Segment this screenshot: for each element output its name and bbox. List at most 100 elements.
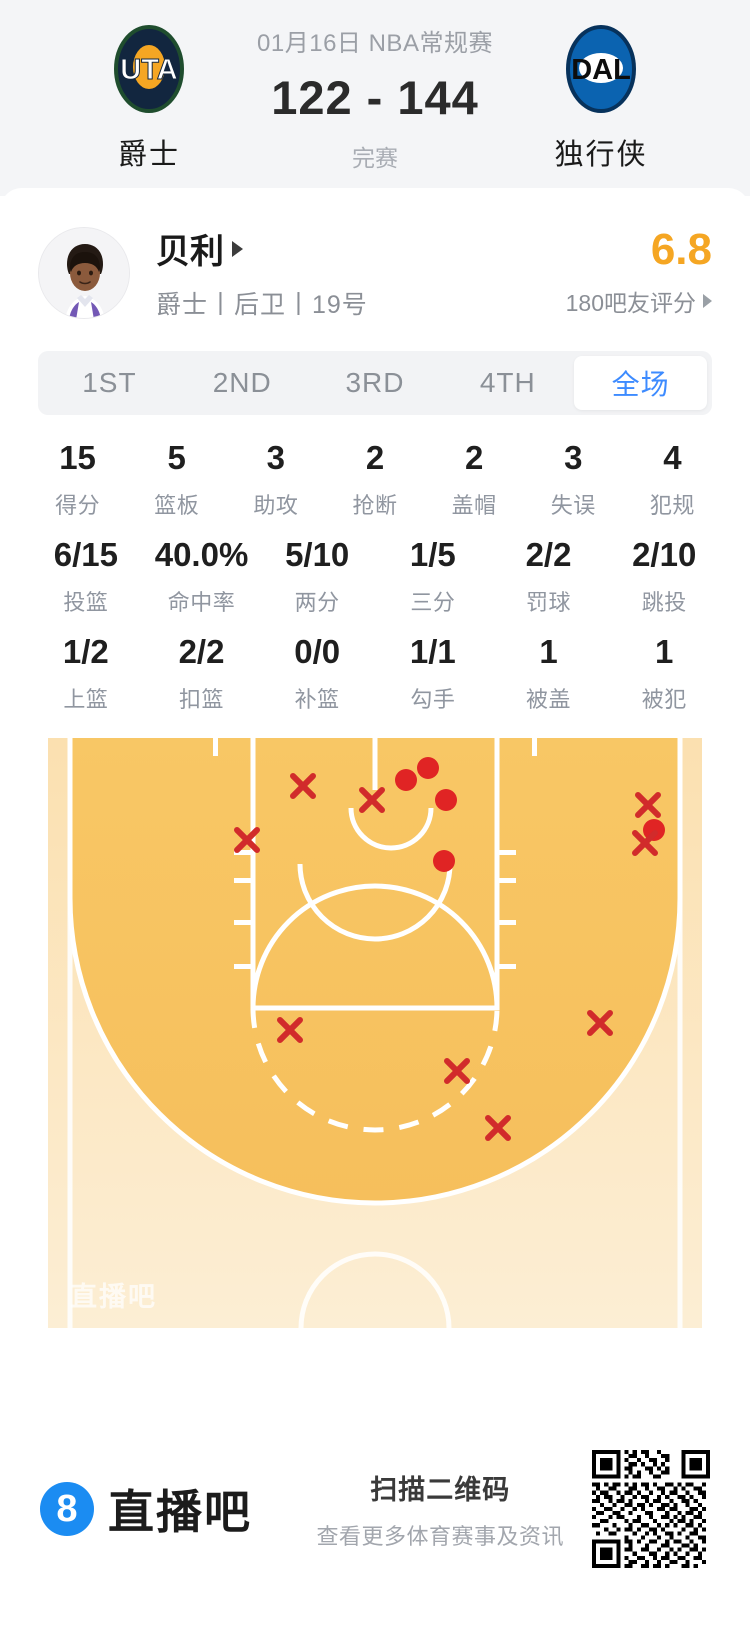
stat-label: 犯规 <box>649 493 695 518</box>
qr-code-image[interactable] <box>592 1450 710 1568</box>
player-card: 贝利 爵士丨后卫丨19号 6.8 180吧友评分 1ST 2ND 3RD 4TH… <box>0 188 750 1328</box>
stat-dunks: 2/2 扣篮 <box>144 633 260 714</box>
stat-label: 被盖 <box>526 687 572 712</box>
stat-fg-percent: 40.0% 命中率 <box>144 536 260 617</box>
away-team[interactable]: DAL 独行侠 <box>506 23 696 173</box>
stats-row-shooting: 6/15 投篮 40.0% 命中率 5/10 两分 1/5 三分 2/2 罚 <box>28 536 722 617</box>
tab-3rd[interactable]: 3RD <box>345 367 405 398</box>
match-status: 完赛 <box>352 145 398 171</box>
player-rating[interactable]: 6.8 180吧友评分 <box>566 224 712 318</box>
stats-row-shot-types: 1/2 上篮 2/2 扣篮 0/0 补篮 1/1 勾手 1 被盖 <box>28 633 722 714</box>
qr-title: 扫描二维码 <box>370 1474 511 1505</box>
shot-chart-section: 直播吧 <box>0 726 750 1328</box>
tab-2nd[interactable]: 2ND <box>212 367 272 398</box>
player-info: 贝利 爵士丨后卫丨19号 <box>156 224 566 321</box>
stat-label: 被犯 <box>641 687 687 712</box>
brand-badge-icon: 8 <box>40 1482 94 1536</box>
match-meta: 01月16日 NBA常规赛 <box>257 30 493 57</box>
tab-4th[interactable]: 4TH <box>479 367 536 398</box>
scoreboard-header: UTA 爵士 01月16日 NBA常规赛 122 - 144 完赛 DAL 独行… <box>0 0 750 196</box>
stat-label: 扣篮 <box>179 687 225 712</box>
stat-value: 2 <box>464 439 484 476</box>
stat-layups: 1/2 上篮 <box>28 633 144 714</box>
qr-text: 扫描二维码 查看更多体育赛事及资讯 <box>316 1468 564 1551</box>
brand-name: 直播吧 <box>108 1486 252 1538</box>
period-tabs[interactable]: 1ST 2ND 3RD 4TH 全场 <box>38 351 712 415</box>
player-name-row[interactable]: 贝利 <box>156 224 566 273</box>
stat-shots-blocked: 1 被盖 <box>491 633 607 714</box>
stat-turnovers: 3 失误 <box>524 439 623 520</box>
away-team-name: 独行侠 <box>554 139 648 171</box>
stats-row-basic: 15 得分 5 篮板 3 助攻 2 抢断 2 盖帽 <box>28 439 722 520</box>
stat-label: 失误 <box>550 493 596 518</box>
stat-fouls: 4 犯规 <box>623 439 722 520</box>
app-footer: 8 直播吧 扫描二维码 查看更多体育赛事及资讯 <box>0 1399 750 1629</box>
svg-text:DAL: DAL <box>571 54 631 86</box>
stat-label: 上篮 <box>63 687 109 712</box>
stat-value: 1 <box>655 633 674 670</box>
stat-label: 罚球 <box>526 590 572 615</box>
stat-value: 15 <box>59 439 96 476</box>
court-watermark: 直播吧 <box>70 1282 157 1312</box>
stat-value: 2 <box>365 439 385 476</box>
stat-blocks: 2 盖帽 <box>425 439 524 520</box>
away-team-logo-icon: DAL <box>555 23 647 115</box>
home-team-logo-icon: UTA <box>103 23 195 115</box>
stat-value: 2/2 <box>178 633 225 670</box>
stat-points: 15 得分 <box>28 439 127 520</box>
stat-jump-shots: 2/10 跳投 <box>606 536 722 617</box>
stat-value: 1/2 <box>62 633 109 670</box>
stat-value: 5/10 <box>285 536 350 573</box>
stat-label: 助攻 <box>253 493 299 518</box>
qr-subtitle: 查看更多体育赛事及资讯 <box>316 1523 564 1549</box>
stat-value: 0/0 <box>294 633 341 670</box>
stat-label: 补篮 <box>294 687 340 712</box>
tab-1st[interactable]: 1ST <box>82 367 137 398</box>
stat-value: 3 <box>266 439 286 476</box>
stat-value: 1/5 <box>409 536 456 573</box>
stat-value: 6/15 <box>53 536 118 573</box>
svg-text:UTA: UTA <box>120 54 178 86</box>
player-row[interactable]: 贝利 爵士丨后卫丨19号 6.8 180吧友评分 <box>0 198 750 329</box>
stat-label: 命中率 <box>167 590 236 615</box>
brand-logo[interactable]: 8 直播吧 <box>40 1476 252 1542</box>
stat-value: 3 <box>564 439 583 476</box>
stat-free-throws: 2/2 罚球 <box>491 536 607 617</box>
rating-value: 6.8 <box>650 224 712 274</box>
stat-assists: 3 助攻 <box>226 439 325 520</box>
stat-field-goals: 6/15 投篮 <box>28 536 144 617</box>
stat-hook-shots: 1/1 勾手 <box>375 633 491 714</box>
score-line: 122 - 144 <box>271 71 479 124</box>
tab-full-game[interactable]: 全场 <box>574 356 707 410</box>
stat-value: 1 <box>539 633 558 670</box>
qr-block[interactable]: 扫描二维码 查看更多体育赛事及资讯 <box>316 1450 710 1568</box>
chevron-right-small-icon <box>703 293 712 308</box>
player-meta: 爵士丨后卫丨19号 <box>156 291 368 319</box>
player-name: 贝利 <box>156 233 224 271</box>
stat-value: 4 <box>663 439 682 476</box>
stat-label: 两分 <box>294 590 340 615</box>
player-avatar <box>38 226 130 319</box>
stat-label: 抢断 <box>352 493 398 518</box>
stat-value: 2/2 <box>525 536 572 573</box>
stat-label: 三分 <box>410 590 456 615</box>
stat-tip-ins: 0/0 补篮 <box>259 633 375 714</box>
shot-chart[interactable]: 直播吧 <box>48 738 702 1328</box>
home-team-name: 爵士 <box>117 139 180 171</box>
stat-value: 5 <box>167 439 186 476</box>
stat-label: 跳投 <box>641 590 687 615</box>
stat-three-pointers: 1/5 三分 <box>375 536 491 617</box>
stat-label: 投篮 <box>63 590 109 615</box>
made-shot-markers <box>395 757 665 872</box>
rating-label: 180吧友评分 <box>565 289 696 316</box>
stat-fouls-drawn: 1 被犯 <box>606 633 722 714</box>
stats-block: 15 得分 5 篮板 3 助攻 2 抢断 2 盖帽 <box>0 415 750 726</box>
rating-label-row: 180吧友评分 <box>566 284 712 318</box>
stat-rebounds: 5 篮板 <box>127 439 226 520</box>
stat-value: 40.0% <box>154 536 249 573</box>
home-team[interactable]: UTA 爵士 <box>54 23 244 173</box>
stat-label: 篮板 <box>154 493 200 518</box>
missed-shot-markers <box>234 773 661 1141</box>
stat-value: 1/1 <box>409 633 456 670</box>
